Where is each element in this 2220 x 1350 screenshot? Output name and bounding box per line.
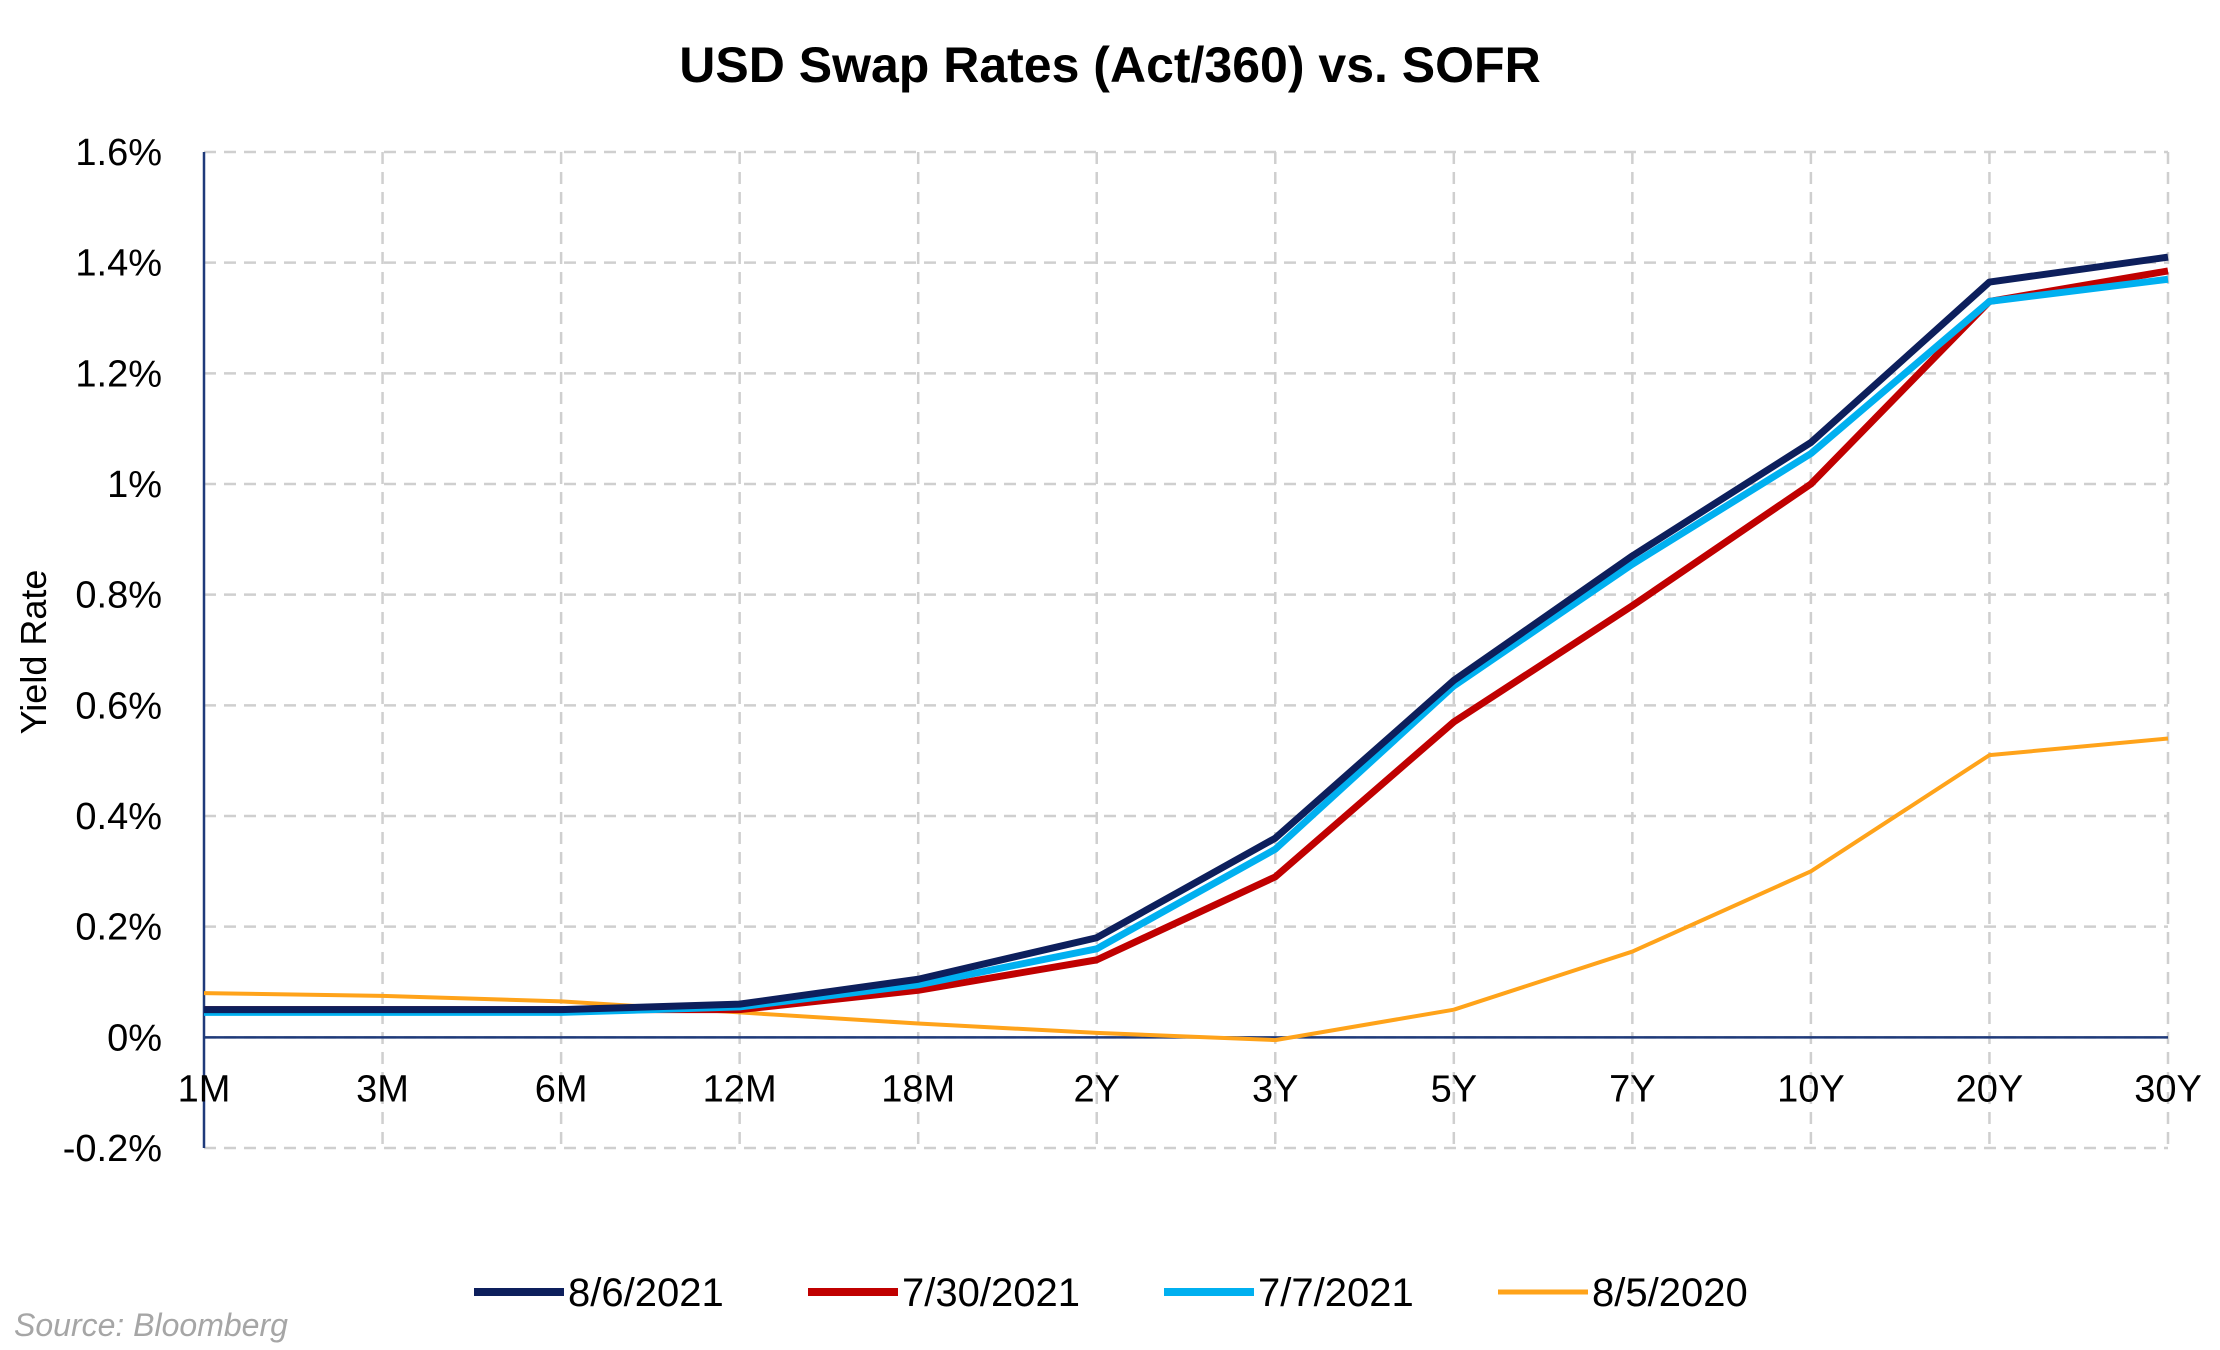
y-tick-labels: -0.2% 0% 0.2% 0.4% 0.6% 0.8% 1% 1.2% 1.4% 1.6% xyxy=(63,132,162,1170)
x-tick-label: 20Y xyxy=(1956,1068,2024,1110)
series-line-3 xyxy=(203,736,2169,1043)
y-axis-label: Yield Rate xyxy=(13,570,54,735)
legend-label-0: 8/6/2021 xyxy=(568,1271,724,1315)
x-tick-label: 5Y xyxy=(1431,1068,1477,1110)
legend-label-3: 8/5/2020 xyxy=(1592,1271,1748,1315)
x-tick-label: 6M xyxy=(535,1068,588,1110)
legend-label-1: 7/30/2021 xyxy=(902,1271,1080,1315)
x-tick-label: 18M xyxy=(881,1068,955,1110)
y-tick-label: 0.2% xyxy=(75,907,162,949)
x-tick-label: 2Y xyxy=(1073,1068,1119,1110)
y-tick-label: 0% xyxy=(107,1017,162,1059)
x-tick-label: 10Y xyxy=(1777,1068,1845,1110)
x-tick-label: 30Y xyxy=(2134,1068,2202,1110)
source-note: Source: Bloomberg xyxy=(14,1307,288,1343)
y-tick-label: 0.8% xyxy=(75,575,162,617)
x-tick-label: 7Y xyxy=(1609,1068,1655,1110)
x-tick-label: 3M xyxy=(356,1068,409,1110)
x-tick-labels: 1M 3M 6M 12M 18M 2Y 3Y 5Y 7Y 10Y 20Y 30Y xyxy=(178,1068,2202,1110)
y-tick-label: -0.2% xyxy=(63,1128,162,1170)
y-tick-label: 1% xyxy=(107,464,162,506)
y-tick-label: 1.2% xyxy=(75,353,162,395)
chart-title: USD Swap Rates (Act/360) vs. SOFR xyxy=(679,37,1540,93)
legend-label-2: 7/7/2021 xyxy=(1258,1271,1414,1315)
y-tick-label: 0.4% xyxy=(75,796,162,838)
x-tick-label: 1M xyxy=(178,1068,231,1110)
y-tick-label: 1.6% xyxy=(75,132,162,174)
y-tick-label: 1.4% xyxy=(75,243,162,285)
series-line-0 xyxy=(204,253,2169,1014)
gridlines xyxy=(204,150,2170,1150)
x-tick-label: 3Y xyxy=(1252,1068,1298,1110)
series-lines xyxy=(203,253,2169,1043)
x-tick-label: 12M xyxy=(703,1068,777,1110)
y-tick-label: 0.6% xyxy=(75,685,162,727)
legend: 8/6/2021 7/30/2021 7/7/2021 8/5/2020 xyxy=(474,1271,1748,1315)
